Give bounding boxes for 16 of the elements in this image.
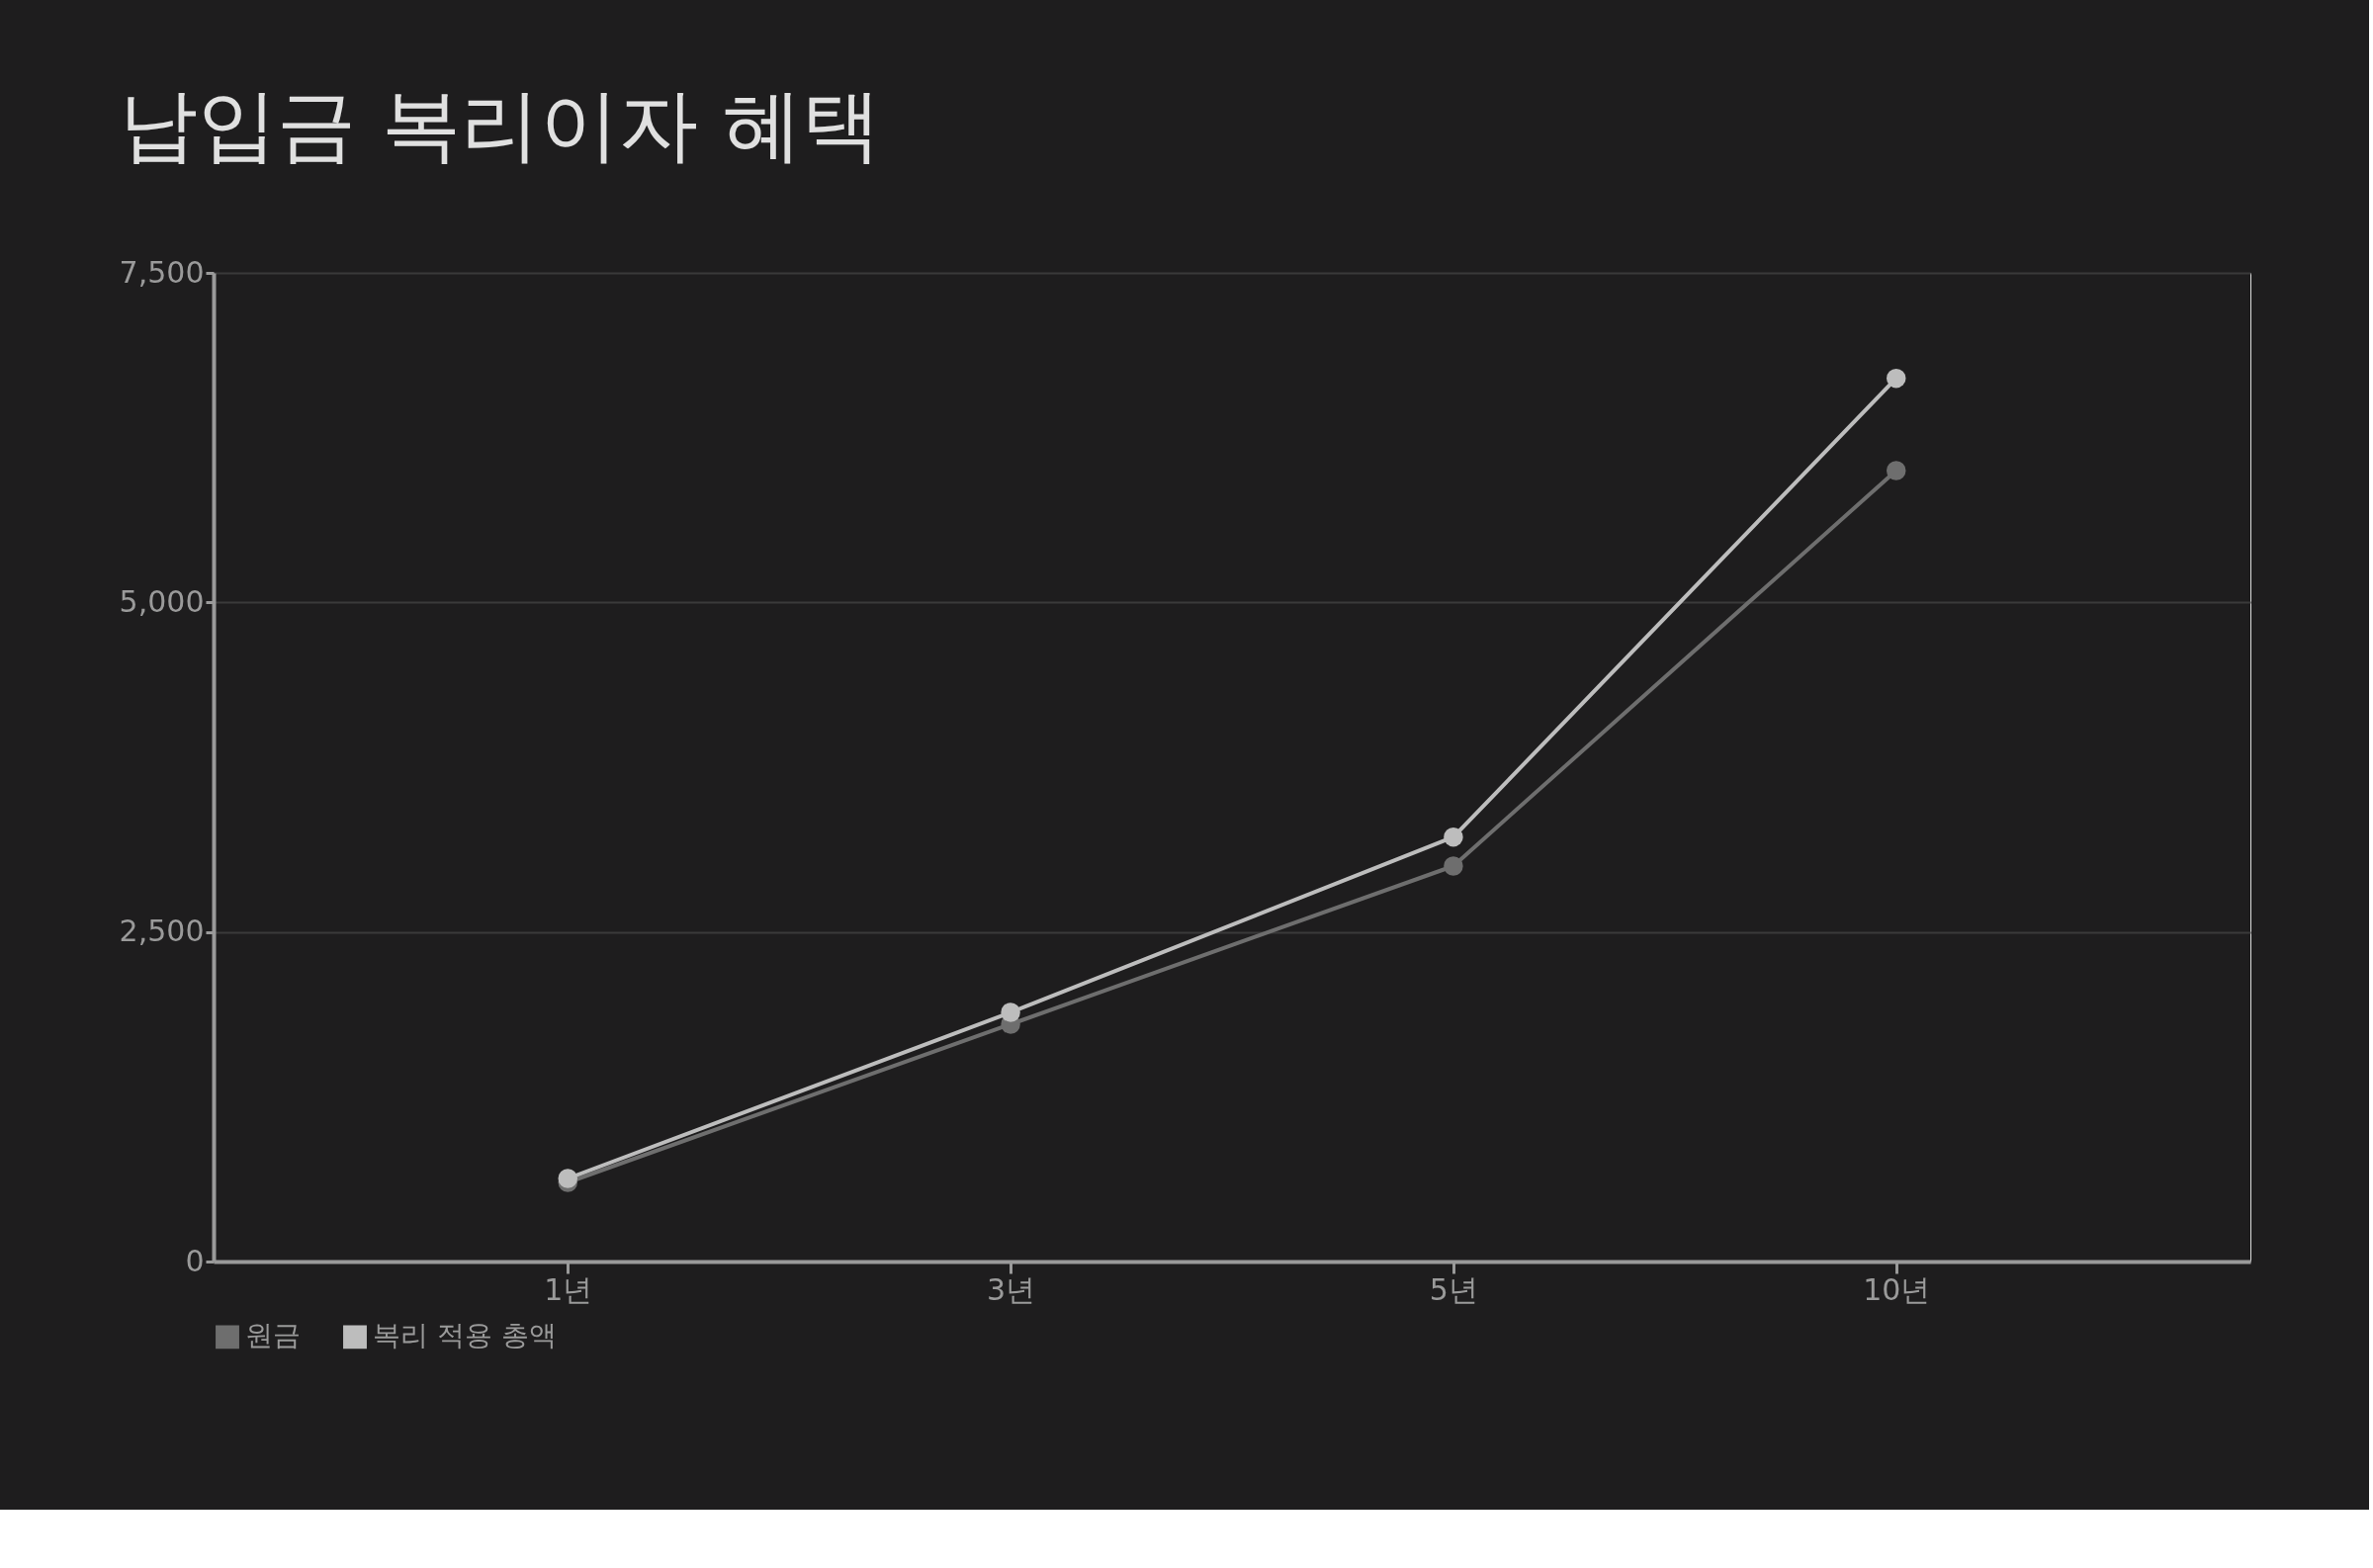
point [1886, 368, 1906, 389]
x-tick-label: 1년 [544, 1271, 593, 1307]
x-tick-label: 3년 [987, 1271, 1036, 1307]
y-tick-label: 0 [185, 1243, 205, 1278]
y-tick-label: 5,000 [119, 583, 205, 619]
x-tick-label: 5년 [1429, 1271, 1478, 1307]
legend-label: 원금 [245, 1319, 301, 1352]
x-tick-label: 10년 [1863, 1271, 1931, 1307]
point [1444, 856, 1463, 876]
point [1886, 461, 1906, 480]
y-tick-label: 7,500 [119, 254, 205, 290]
legend-label: 복리 적용 총액 [373, 1319, 557, 1352]
y-tick-label: 2,500 [119, 914, 205, 949]
chart-title: 납입금 복리이자 혜택 [119, 79, 881, 171]
point [1001, 1002, 1020, 1022]
point [1444, 827, 1463, 847]
